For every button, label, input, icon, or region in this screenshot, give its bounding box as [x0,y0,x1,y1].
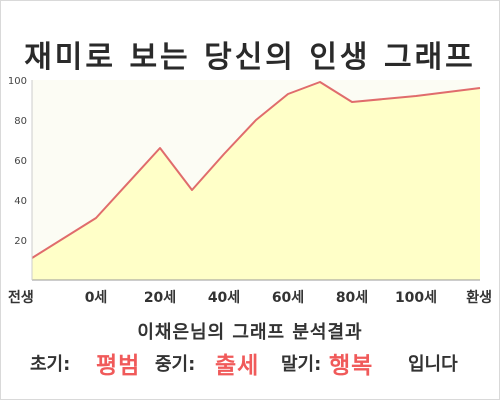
late-value: 행복 [329,353,374,379]
analysis-result: 초기: 평범 중기: 출세 말기: 행복 입니다 [0,344,500,384]
middle-label: 중기: [155,354,196,375]
x-tick-label: 80세 [336,290,368,306]
y-tick-label: 20 [14,236,27,247]
x-tick-label: 환생 [466,289,492,306]
x-tick-label: 40세 [208,290,240,306]
x-tick-label: 60세 [272,290,304,306]
x-tick-label: 20세 [144,290,176,306]
early-label: 초기: [30,354,71,375]
ending-text: 입니다 [408,354,458,375]
x-tick-label: 0세 [85,290,108,306]
x-tick-labels: 전생 0세 20세 40세 60세 80세 100세 환생 [8,289,492,306]
middle-value: 출세 [215,353,260,379]
x-tick-label: 100세 [395,290,437,306]
y-tick-labels: 20 40 60 80 100 [8,76,27,247]
y-tick-label: 100 [8,76,27,87]
y-tick-label: 80 [14,116,27,127]
analysis-heading: 이채은님의 그래프 분석결과 [137,322,363,343]
series-line [31,81,481,259]
y-tick-label: 40 [14,196,27,207]
y-tick-label: 60 [14,156,27,167]
late-label: 말기: [281,354,322,375]
page-title: 재미로 보는 당신의 인생 그래프 [24,40,476,75]
area-fill [32,82,480,280]
early-value: 평범 [96,353,141,379]
x-tick-label: 전생 [8,289,34,306]
